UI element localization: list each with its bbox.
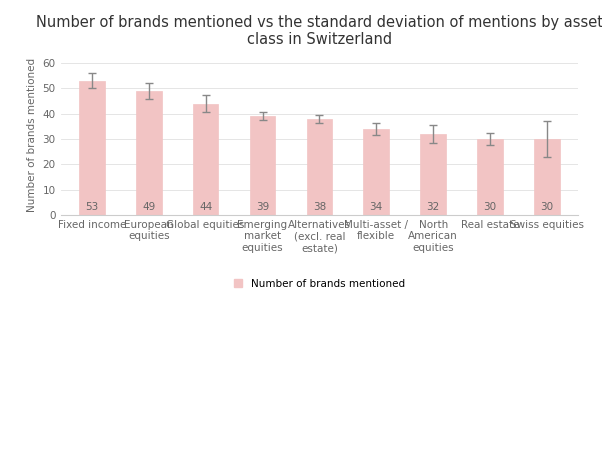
Text: 32: 32 (427, 202, 440, 212)
Bar (136, 91, 161, 215)
Legend: Number of brands mentioned: Number of brands mentioned (230, 274, 409, 293)
Bar (420, 134, 446, 215)
Text: 49: 49 (142, 202, 155, 212)
Title: Number of brands mentioned vs the standard deviation of mentions by asset
class : Number of brands mentioned vs the standa… (36, 15, 602, 47)
Text: 30: 30 (541, 202, 553, 212)
Text: 53: 53 (85, 202, 99, 212)
Bar (306, 119, 332, 215)
Text: 30: 30 (483, 202, 497, 212)
Bar (477, 139, 503, 215)
Bar (534, 139, 560, 215)
Bar (79, 81, 105, 215)
Bar (193, 104, 219, 215)
Bar (250, 116, 275, 215)
Text: 38: 38 (313, 202, 326, 212)
Text: 39: 39 (256, 202, 269, 212)
Text: 44: 44 (199, 202, 213, 212)
Text: 34: 34 (370, 202, 383, 212)
Bar (364, 129, 389, 215)
Y-axis label: Number of brands mentioned: Number of brands mentioned (27, 58, 37, 212)
